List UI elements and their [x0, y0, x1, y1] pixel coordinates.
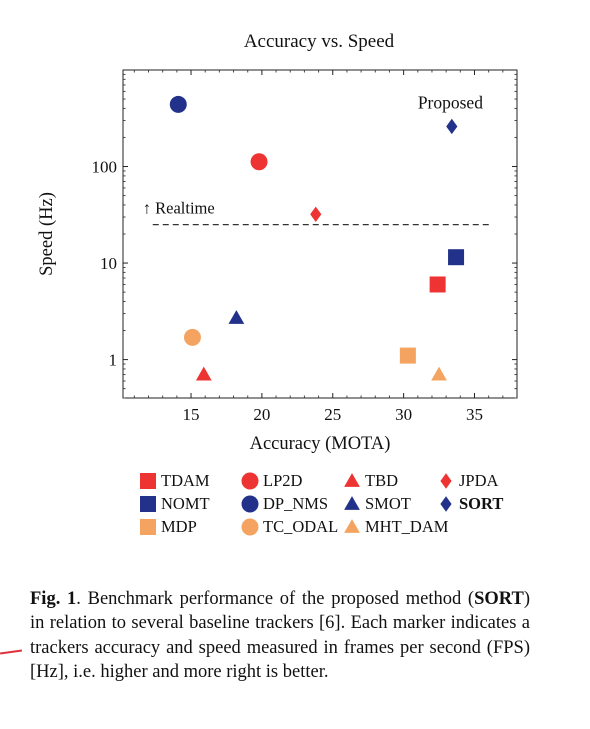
proposed-annotation: Proposed: [418, 93, 483, 113]
legend-item-smot: SMOT: [342, 494, 436, 514]
y-tick-label: 100: [92, 158, 118, 177]
x-axis-label: Accuracy (MOTA): [250, 434, 391, 454]
caption-method-name: SORT: [474, 588, 524, 609]
legend-item-mht-dam: MHT_DAM: [342, 517, 448, 537]
y-tick-label: 10: [100, 254, 117, 273]
x-tick-label: 30: [395, 405, 412, 424]
legend-marker-triangle-icon: [344, 496, 360, 510]
legend-marker: [440, 473, 452, 489]
legend-marker-diamond-icon: [440, 473, 452, 489]
x-tick-label: 15: [183, 405, 200, 424]
caption-text-after: ) in relation to several baseline tracke…: [30, 588, 530, 683]
legend-item-lp2d: LP2D: [240, 471, 342, 491]
y-axis-label: Speed (Hz): [37, 192, 57, 276]
marker-mdp: [399, 347, 416, 364]
legend-marker-triangle-icon: [344, 473, 360, 487]
legend-marker: [140, 496, 156, 512]
legend-label: LP2D: [263, 471, 303, 490]
legend-marker: [440, 496, 452, 512]
legend-marker: [241, 518, 259, 536]
legend-item-dp-nms: DP_NMS: [240, 494, 342, 514]
legend-label: MHT_DAM: [365, 517, 449, 536]
marker-nomt: [448, 249, 465, 266]
caption-text-before: . Benchmark performance of the proposed …: [76, 588, 475, 609]
marker-tc-odal: [183, 328, 201, 346]
legend-marker: [241, 495, 259, 513]
legend-label: SMOT: [365, 494, 411, 513]
legend-marker-square-icon: [140, 519, 156, 535]
legend-marker: [344, 496, 360, 510]
legend-item-sort: SORT: [436, 494, 526, 514]
legend-item-jpda: JPDA: [436, 471, 526, 491]
red-annotation-mark: [0, 649, 23, 655]
legend-label: TDAM: [161, 471, 210, 490]
marker-sort: [446, 118, 458, 135]
marker-lp2d: [250, 153, 268, 171]
legend-marker-square-icon: [140, 496, 156, 512]
marker-mht-dam: [431, 366, 447, 381]
caption-label: Fig. 1: [30, 588, 77, 609]
marker-tdam: [429, 276, 446, 293]
x-tick-label: 35: [466, 405, 483, 424]
x-tick-label: 20: [253, 405, 270, 424]
legend-label: MDP: [161, 517, 197, 536]
legend-marker-circle-icon: [241, 518, 259, 536]
minor-ticks: [123, 70, 517, 399]
marker-jpda: [310, 206, 322, 222]
legend-marker: [344, 473, 360, 487]
y-tick-label: 1: [109, 351, 118, 370]
legend-marker-circle-icon: [241, 472, 259, 490]
legend-label: NOMT: [161, 494, 210, 513]
x-tick-label: 25: [324, 405, 341, 424]
marker-smot: [228, 310, 245, 324]
x-axis: 15 20 25 30 35: [183, 70, 483, 424]
legend-item-tbd: TBD: [342, 471, 436, 491]
legend-item-mdp: MDP: [138, 517, 240, 537]
legend-marker: [140, 473, 156, 489]
legend-marker-circle-icon: [241, 495, 259, 513]
y-axis: 1 10 100: [92, 158, 517, 370]
legend-marker-triangle-icon: [344, 519, 360, 533]
legend-marker: [241, 472, 259, 490]
legend-label: SORT: [459, 494, 504, 513]
legend-marker: [344, 519, 360, 533]
legend-marker-square-icon: [140, 473, 156, 489]
legend-label: DP_NMS: [263, 494, 329, 513]
figure-caption: Fig. 1. Benchmark performance of the pro…: [30, 587, 530, 685]
scatter-chart: Accuracy vs. Speed 15 20 25 30 35 1 10 100 ↑ R…: [37, 31, 518, 454]
marker-tbd: [195, 366, 212, 381]
legend-label: TBD: [365, 471, 398, 490]
legend-marker: [140, 519, 156, 535]
legend-item-tc-odal: TC_ODAL: [240, 517, 342, 537]
marker-dp-nms: [169, 95, 187, 113]
legend-item-tdam: TDAM: [138, 471, 240, 491]
realtime-label: ↑ Realtime: [143, 199, 215, 218]
legend-marker-diamond-icon: [440, 496, 452, 512]
legend-label: TC_ODAL: [263, 517, 339, 536]
chart-legend: TDAM LP2D TBD JPDA NOMT DP_NMS SMOT SORT MDP TC_O…: [138, 471, 538, 537]
legend-label: JPDA: [459, 471, 499, 490]
legend-item-nomt: NOMT: [138, 494, 240, 514]
plot-frame: [122, 69, 518, 399]
chart-title: Accuracy vs. Speed: [244, 31, 395, 52]
data-markers: [169, 95, 465, 381]
